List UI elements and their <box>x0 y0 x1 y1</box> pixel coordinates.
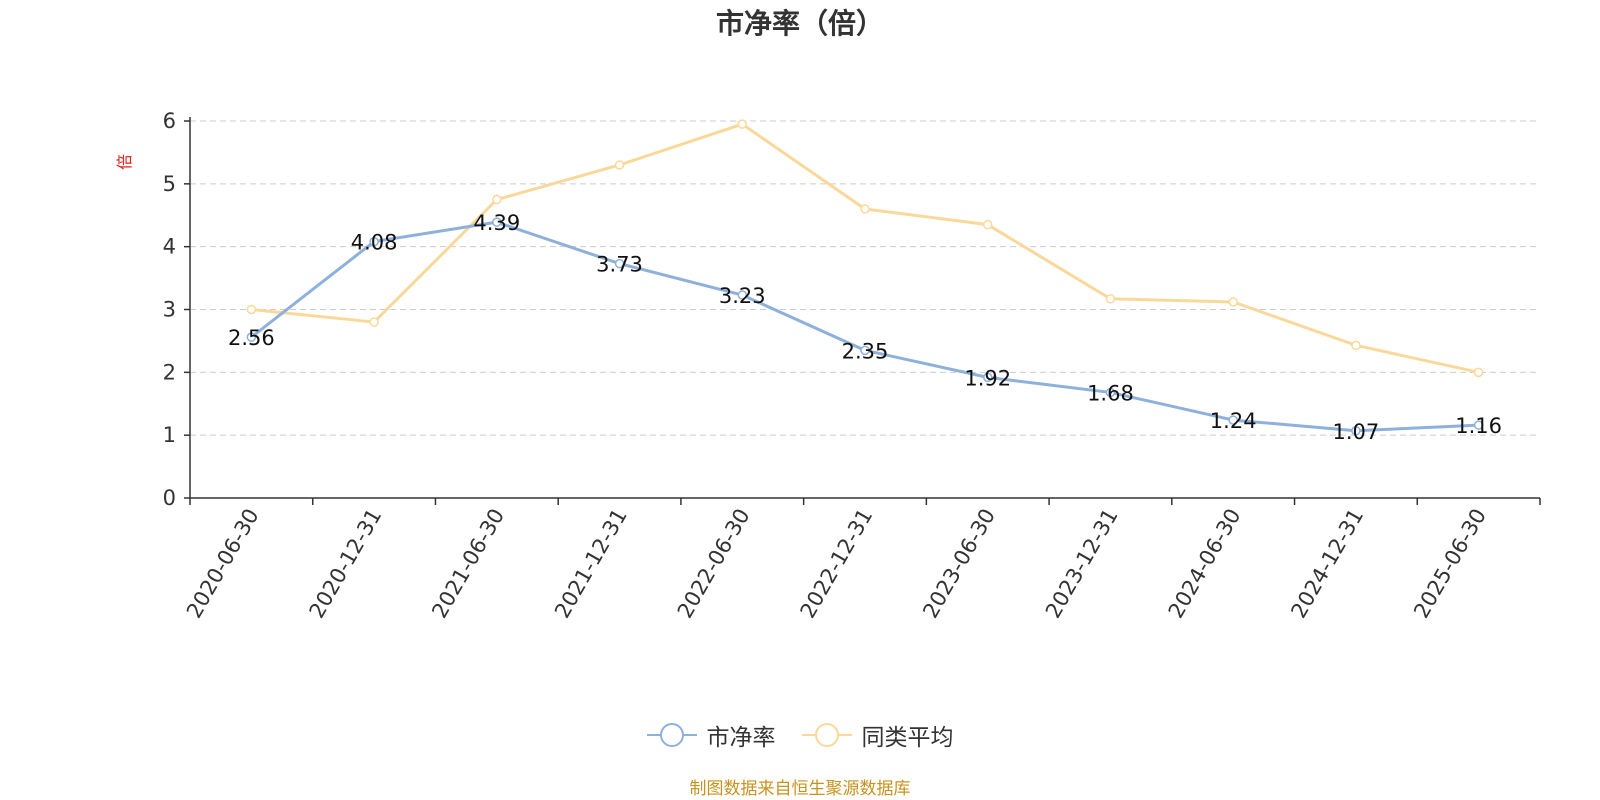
x-tick-label: 2023-12-31 <box>1041 505 1123 623</box>
series-1-point <box>860 345 870 356</box>
series-1-point <box>1473 420 1484 430</box>
series-2-point <box>1105 294 1116 304</box>
legend: 市净率 同类平均 <box>0 718 1600 752</box>
series-1-point <box>614 258 625 269</box>
data-label: 1.68 <box>1087 381 1134 405</box>
y-tick-label: 4 <box>163 235 176 259</box>
source-note: 制图数据来自恒生聚源数据库 <box>689 779 911 799</box>
legend-swatch-icon <box>801 723 852 747</box>
legend-item-1[interactable]: 市净率 <box>646 718 776 752</box>
x-tick-label: 2023-06-30 <box>918 505 1000 623</box>
data-label: 2.35 <box>842 339 889 363</box>
series-1-point <box>369 236 379 247</box>
series-1-point <box>1228 415 1238 425</box>
legend-swatch-dot <box>814 723 839 747</box>
y-tick-label: 2 <box>163 360 176 384</box>
y-tick-label: 6 <box>163 109 176 133</box>
x-tick-label: 2020-12-31 <box>305 505 387 623</box>
x-tick-label: 2020-06-30 <box>182 505 264 623</box>
series-2-point <box>737 119 748 129</box>
series-2-point <box>1473 367 1484 378</box>
series-1-point <box>982 372 993 383</box>
series-1-point <box>737 290 748 300</box>
series-lines <box>249 122 1481 433</box>
series-2-point <box>369 317 379 327</box>
data-label: 3.73 <box>596 253 643 277</box>
series-2-point <box>246 304 257 315</box>
x-tick-label: 2024-12-31 <box>1286 505 1368 623</box>
series-points <box>246 119 1484 436</box>
series-2-point <box>1351 340 1361 351</box>
y-tick-label: 5 <box>163 172 176 196</box>
series-line-2 <box>249 122 1481 374</box>
series-2-point <box>1228 297 1238 307</box>
axes <box>184 117 1541 505</box>
data-label: 1.24 <box>1210 409 1257 433</box>
x-tick-label: 2022-06-30 <box>673 505 755 623</box>
x-tick-label: 2024-06-30 <box>1164 505 1246 623</box>
y-tick-labels: 0 1 2 3 4 5 6 <box>163 109 176 510</box>
data-label: 1.92 <box>964 366 1011 390</box>
y-axis-unit-label: 倍 <box>115 154 134 170</box>
series-2-point <box>614 160 625 170</box>
legend-label: 同类平均 <box>861 725 954 751</box>
legend-label: 市净率 <box>706 725 776 751</box>
data-label: 3.23 <box>719 284 766 308</box>
chart-title: 市净率（倍） <box>715 7 884 40</box>
legend-swatch-icon <box>646 723 697 747</box>
series-line-1 <box>249 220 1481 433</box>
series-1-point <box>1105 387 1116 398</box>
data-label: 4.08 <box>351 231 398 255</box>
series-2-point <box>860 204 870 214</box>
x-tick-label: 2021-12-31 <box>550 505 632 623</box>
series-1-point <box>246 332 257 342</box>
series-2-point <box>982 219 993 230</box>
data-labels: 2.56 4.08 4.39 3.73 3.23 2.35 1.92 1.68 1.24 1.07… <box>228 211 1502 444</box>
x-tick-labels: 2020-06-30 2020-12-31 2021-06-30 2021-12-31… <box>182 505 1491 623</box>
series-1-point <box>1351 426 1361 436</box>
legend-item-2[interactable]: 同类平均 <box>801 718 954 752</box>
series-1-point <box>492 217 502 227</box>
data-label: 1.16 <box>1455 414 1502 438</box>
legend-swatch-dot <box>659 723 684 747</box>
x-tick-label: 2022-12-31 <box>796 505 878 623</box>
data-label: 1.07 <box>1333 420 1380 444</box>
x-tick-label: 2025-06-30 <box>1409 505 1491 623</box>
grid-lines <box>190 120 1540 436</box>
y-tick-label: 1 <box>163 423 176 447</box>
y-tick-label: 0 <box>163 486 176 510</box>
data-label: 4.39 <box>473 211 520 235</box>
data-label: 2.56 <box>228 326 275 350</box>
x-tick-label: 2021-06-30 <box>427 505 509 623</box>
y-tick-label: 3 <box>163 298 176 322</box>
series-2-point <box>492 194 502 205</box>
